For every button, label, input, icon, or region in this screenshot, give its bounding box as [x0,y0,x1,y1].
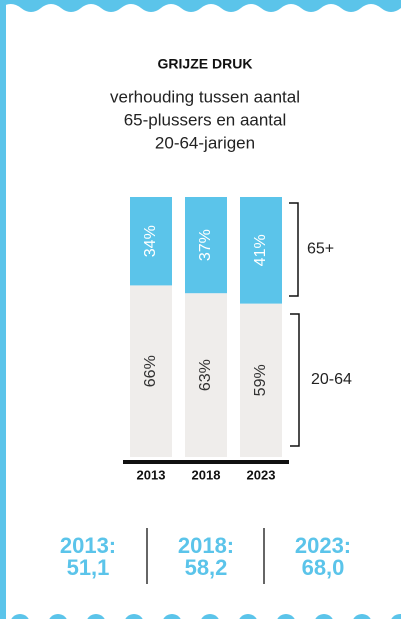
value-label: 63% [197,359,214,391]
value-label: 59% [252,364,269,396]
value-label: 41% [252,234,269,266]
legend-label: 65+ [307,241,334,258]
bar-segment [240,197,282,304]
summary-value: 51,1 [67,555,110,580]
subtitle: 20-64-jarigen [155,133,255,152]
subtitle: verhouding tussen aantal [110,87,300,106]
bar-segment [240,303,282,457]
value-label: 37% [197,229,214,261]
bar-segment [185,293,227,457]
legend-bracket [289,202,299,297]
summary-year: 2023: [295,533,351,558]
summary-value: 68,0 [302,555,345,580]
chart-title: GRIJZE DRUK [158,56,253,72]
legend-bracket [290,313,300,447]
bar-segment [130,285,172,457]
x-tick-label: 2023 [247,467,276,482]
x-tick-label: 2018 [192,467,221,482]
summary-year: 2018: [178,533,234,558]
value-label: 34% [142,225,159,257]
summary-value: 58,2 [185,555,228,580]
summary-year: 2013: [60,533,116,558]
bar-segment [130,197,172,286]
top-wave [0,0,401,12]
bottom-dots [11,614,401,619]
left-border [0,0,6,619]
bar-segment [185,197,227,294]
legend-label: 20-64 [311,371,352,388]
subtitle: 65-plussers en aantal [124,110,287,129]
value-label: 66% [142,355,159,387]
x-tick-label: 2013 [137,467,166,482]
